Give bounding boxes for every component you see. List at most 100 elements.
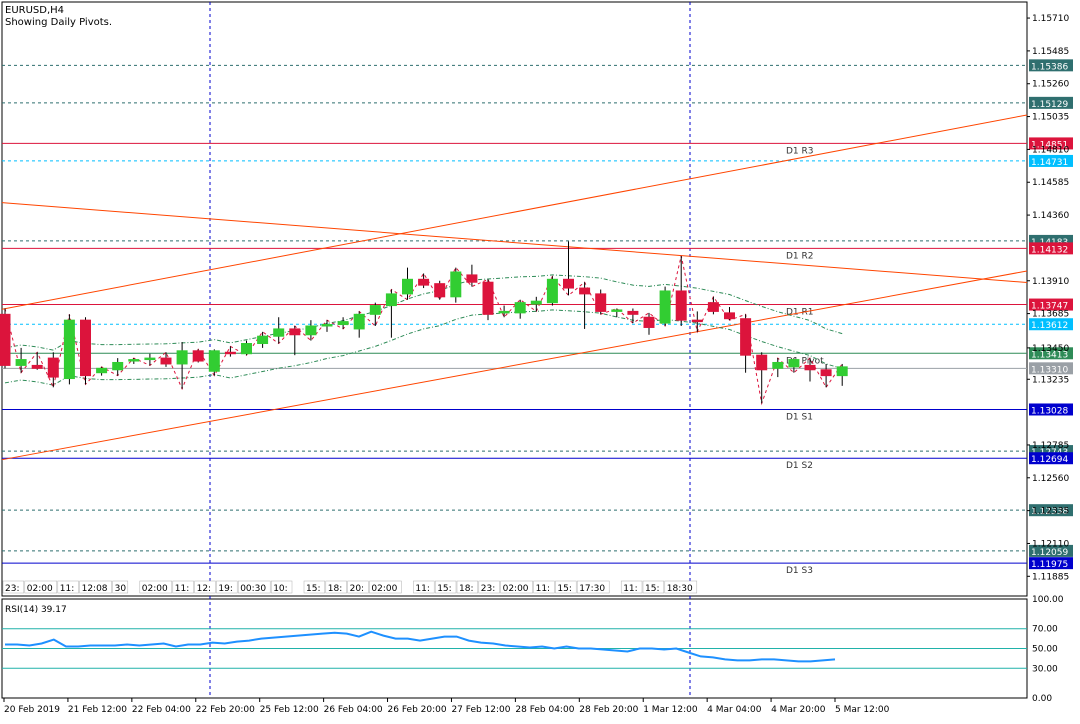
time-tick-label-4: 25 Feb 12:00	[260, 705, 319, 715]
session-label-22: 17:30	[579, 584, 605, 594]
candle-body-42	[675, 290, 687, 321]
time-tick-label-6: 26 Feb 20:00	[388, 705, 447, 715]
dashed-level-0-tag	[1029, 59, 1073, 72]
session-label-box-11	[303, 580, 326, 594]
price-tick-label-14: 1.12110	[1032, 539, 1069, 549]
pivot-label-0: D1 R3	[786, 146, 814, 156]
dashed-level-4-tag	[1029, 318, 1073, 331]
candle-body-13	[208, 350, 220, 372]
session-label-21: 15:	[557, 584, 571, 594]
candle-body-44	[707, 302, 719, 312]
pivot-level-0-tag-text: 1.14851	[1031, 140, 1068, 150]
price-tick-label-5: 1.14585	[1032, 178, 1069, 188]
dashed-level-4-tag-text: 1.13612	[1031, 321, 1068, 331]
pivot-level-3-tag-text: 1.13413	[1031, 350, 1068, 360]
rsi-label: RSI(14) 39.17	[5, 605, 67, 615]
candle-body-18	[289, 328, 301, 336]
session-label-box-12	[325, 580, 347, 594]
price-tick-label-12: 1.12560	[1032, 474, 1069, 484]
session-label-box-5	[139, 580, 173, 594]
bollinger-lower	[4, 309, 843, 386]
time-tick-label-1: 21 Feb 12:00	[68, 705, 127, 715]
candle-body-16	[257, 335, 269, 345]
candle-body-51	[820, 369, 832, 377]
candle-body-22	[353, 313, 365, 330]
candle-body-50	[804, 364, 816, 371]
dashed-level-2-tag	[1029, 154, 1073, 167]
session-label-3: 12:08	[82, 584, 108, 594]
price-tick-label-8: 1.13685	[1032, 310, 1069, 320]
time-tick-label-5: 26 Feb 04:00	[324, 705, 383, 715]
candle-body-33	[530, 300, 542, 305]
candle-body-11	[176, 350, 188, 365]
session-label-4: 30	[115, 584, 127, 594]
main-panel-frame	[1, 1, 1028, 597]
session-label-11: 15:	[306, 584, 320, 594]
pivot-level-6-tag	[1029, 557, 1073, 570]
rsi-line	[5, 630, 836, 663]
session-label-20: 11:	[536, 584, 550, 594]
pivot-level-4-tag	[1029, 403, 1073, 416]
candle-body-41	[659, 290, 671, 324]
pivot-level-5-tag-text: 1.12694	[1031, 455, 1068, 465]
candle-body-8	[128, 359, 140, 362]
current-price-tag-text: 1.13310	[1031, 365, 1068, 375]
rsi-tick-label-1: 70.00	[1032, 625, 1058, 635]
pivot-level-2-tag-text: 1.13747	[1031, 302, 1068, 312]
session-label-box-20	[533, 580, 555, 594]
session-label-12: 18:	[328, 584, 342, 594]
time-axis: 20 Feb 2019 21 Feb 12:00 22 Feb 04:00 22 Fe…	[3, 698, 890, 715]
pivot-level-1-tag	[1029, 242, 1073, 255]
candle-body-37	[595, 293, 607, 312]
pivot-level-5-tag	[1029, 452, 1073, 465]
session-label-box-10	[270, 580, 293, 594]
session-label-box-15	[413, 580, 435, 594]
candle-body-32	[514, 302, 526, 314]
session-label-box-16	[434, 580, 457, 594]
time-tick-label-13: 5 Mar 12:00	[835, 705, 890, 715]
session-label-23: 11:	[623, 584, 637, 594]
dashed-level-0-tag-text: 1.15386	[1031, 62, 1068, 72]
candle-body-40	[643, 316, 655, 328]
dashed-level-1-tag	[1029, 96, 1073, 109]
pivot-label-3: D1 Pivot	[786, 356, 824, 366]
session-label-box-18	[478, 580, 500, 594]
candle-body-36	[579, 287, 591, 295]
candle-body-3	[47, 357, 59, 378]
price-tick-label-2: 1.15260	[1032, 80, 1069, 90]
session-label-10: 10:	[273, 584, 287, 594]
dashed-level-7-tag-text: 1.12059	[1031, 548, 1068, 558]
pivot-label-4: D1 S1	[786, 412, 813, 422]
session-label-box-23	[620, 580, 643, 594]
dashed-level-2-tag-text: 1.14731	[1031, 158, 1068, 168]
pivot-level-4-tag-text: 1.13028	[1031, 406, 1068, 416]
time-tick-label-10: 1 Mar 12:00	[643, 705, 698, 715]
session-label-box-7	[194, 580, 216, 594]
candle-body-47	[756, 354, 768, 371]
session-label-16: 15:	[437, 584, 451, 594]
dashed-level-6-tag	[1029, 504, 1073, 517]
session-label-25: 18:30	[667, 584, 693, 594]
candle-body-7	[112, 361, 124, 371]
time-tick-label-12: 4 Mar 20:00	[771, 705, 826, 715]
session-label-19: 02:00	[503, 584, 529, 594]
rsi-panel: 100.00 70.00 50.00 30.00 0.00 RSI(14) 39.17	[2, 595, 1064, 704]
time-tick-label-11: 4 Mar 04:00	[707, 705, 762, 715]
session-label-box-4	[112, 580, 129, 594]
session-label-17: 18:	[459, 584, 473, 594]
session-label-18: 23:	[481, 584, 495, 594]
candle-body-1	[15, 359, 27, 366]
time-tick-label-8: 28 Feb 04:00	[515, 705, 574, 715]
candle-body-28	[450, 271, 462, 298]
session-label-6: 11:	[175, 584, 189, 594]
rsi-tick-label-0: 100.00	[1032, 595, 1064, 605]
session-label-box-25	[664, 580, 698, 594]
price-tick-label-9: 1.13450	[1032, 344, 1069, 354]
candle-body-35	[563, 278, 574, 289]
dashed-level-7-tag	[1029, 544, 1073, 557]
candle-body-29	[466, 274, 478, 283]
trend-lower-channel	[1, 270, 1028, 461]
candle-body-9	[144, 357, 156, 361]
session-label-9: 00:30	[240, 584, 266, 594]
session-label-14: 02:00	[371, 584, 397, 594]
